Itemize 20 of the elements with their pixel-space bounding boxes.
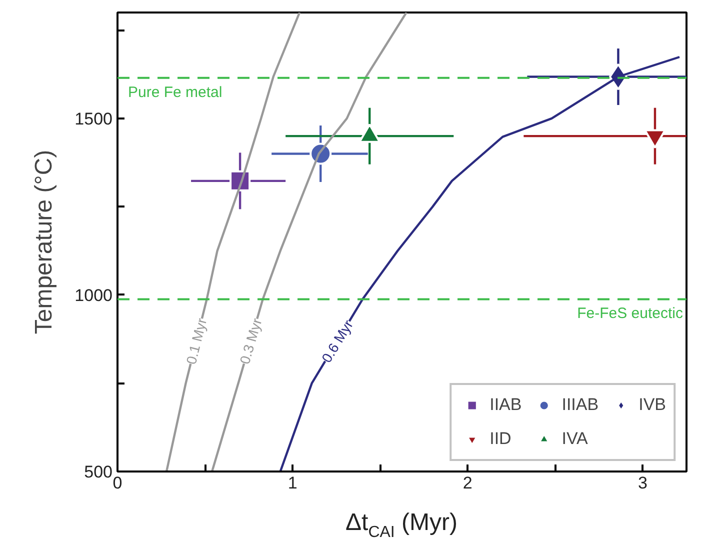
y-axis-title: Temperature (°C) xyxy=(30,150,58,334)
x-axis-title: Δt$_{CAI}$ (Myr) xyxy=(345,509,458,540)
x-tick-label: 3 xyxy=(638,474,648,492)
ref-line-label: Pure Fe metal xyxy=(128,84,222,101)
y-tick-label: 1500 xyxy=(74,109,113,128)
line-series xyxy=(165,12,301,472)
x-tick-label: 0 xyxy=(112,474,122,492)
legend-label: IVA xyxy=(562,429,588,449)
x-tick-label: 1 xyxy=(288,474,298,492)
text: 0.3 Myr xyxy=(236,316,265,366)
y-tick-label: 500 xyxy=(84,462,113,482)
y-tick-label: 1000 xyxy=(74,286,113,305)
text: 0.1 Myr xyxy=(182,316,210,366)
legend-label: IIAB xyxy=(490,395,522,415)
ref-line-label: Fe-FeS eutectic xyxy=(577,305,684,322)
legend-label: IIIAB xyxy=(562,395,599,415)
text: 0.6 Myr xyxy=(318,316,356,366)
legend-label: IID xyxy=(490,429,512,449)
x-tick-label: 2 xyxy=(462,474,472,492)
legend-label: IVB xyxy=(638,395,666,415)
